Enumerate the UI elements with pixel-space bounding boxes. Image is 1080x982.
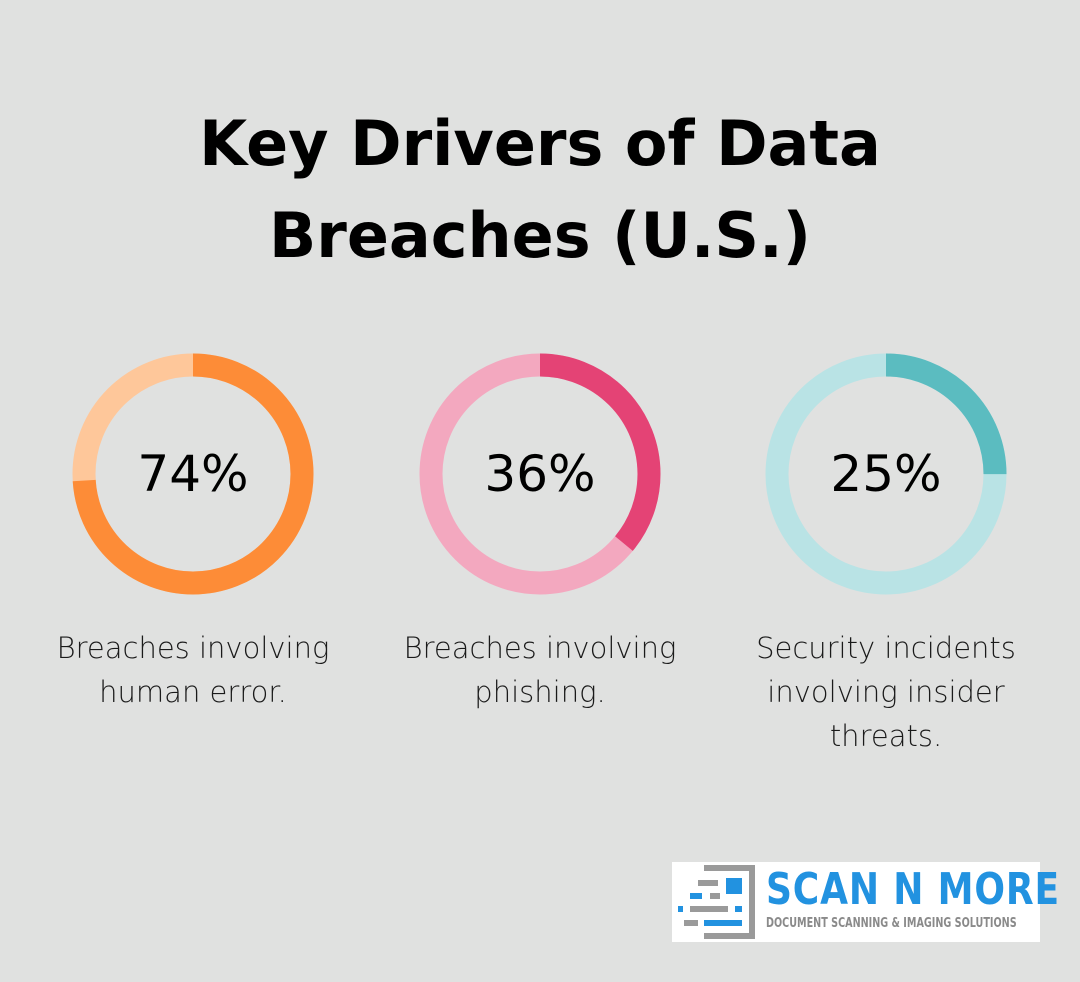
stat-value: 74% xyxy=(137,445,249,503)
caption-line: threats. xyxy=(829,719,943,753)
stat-value: 25% xyxy=(830,445,942,503)
scan-n-more-logo: SCAN N MORE DOCUMENT SCANNING & IMAGING … xyxy=(672,862,1059,942)
title-line-1: Key Drivers of Data xyxy=(199,107,881,180)
donut-chart: 25% xyxy=(764,352,1008,596)
stat-caption: Breaches involving human error. xyxy=(33,626,353,714)
stat-insider-threats: 25% Security incidents involving insider… xyxy=(726,352,1046,758)
stat-phishing: 36% Breaches involving phishing. xyxy=(380,352,700,714)
caption-line: involving insider xyxy=(767,675,1005,709)
donut-ring xyxy=(72,353,314,595)
page-title: Key Drivers of Data Breaches (U.S.) xyxy=(0,98,1080,282)
title-line-2: Breaches (U.S.) xyxy=(269,199,811,272)
caption-line: Breaches involving xyxy=(56,631,330,665)
stat-value: 36% xyxy=(484,445,596,503)
caption-line: phishing. xyxy=(474,675,606,709)
caption-line: Security incidents xyxy=(756,631,1016,665)
donut-chart: 74% xyxy=(71,352,315,596)
logo-name: SCAN N MORE xyxy=(766,864,1060,915)
logo-tagline: DOCUMENT SCANNING & IMAGING SOLUTIONS xyxy=(766,916,1017,931)
caption-line: Breaches involving xyxy=(403,631,677,665)
donut-ring xyxy=(765,353,1007,595)
stat-caption: Breaches involving phishing. xyxy=(380,626,700,714)
stat-human-error: 74% Breaches involving human error. xyxy=(33,352,353,714)
donut-chart: 36% xyxy=(418,352,662,596)
caption-line: human error. xyxy=(99,675,287,709)
donut-ring xyxy=(419,353,661,595)
stat-caption: Security incidents involving insider thr… xyxy=(726,626,1046,758)
scanner-icon xyxy=(678,865,755,939)
